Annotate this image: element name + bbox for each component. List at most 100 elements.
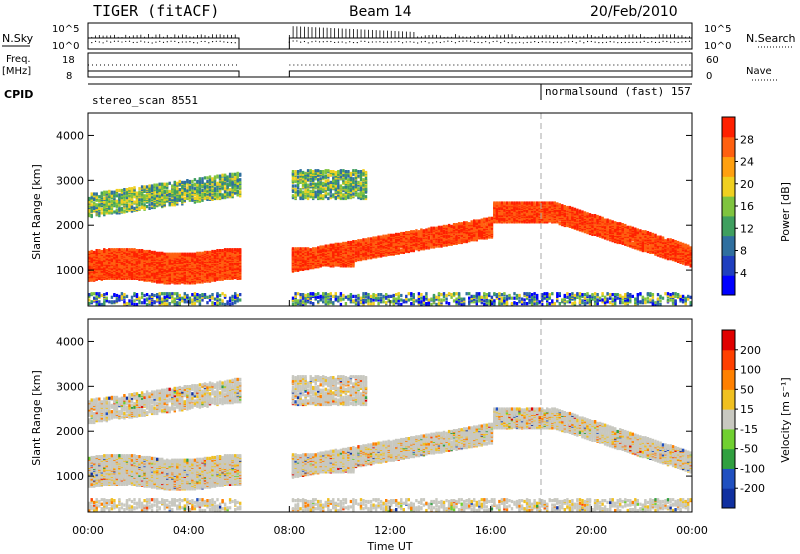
power-cell <box>188 300 192 304</box>
power-cell <box>188 194 192 198</box>
power-cell <box>168 189 171 193</box>
power-cell <box>337 170 340 174</box>
nsearch-dot <box>292 40 294 42</box>
power-cell <box>312 292 315 296</box>
power-cell <box>168 197 171 201</box>
power-cell <box>171 296 174 300</box>
nsearch-dot <box>428 42 430 44</box>
power-cell <box>90 262 93 266</box>
nsearch-dot <box>511 42 513 44</box>
power-cell <box>337 242 340 246</box>
power-cell <box>120 267 124 271</box>
power-cell <box>178 270 181 274</box>
power-cell <box>198 299 202 303</box>
nsearch-dot <box>311 41 313 43</box>
nsearch-dot <box>658 41 660 43</box>
nsearch-dot <box>140 40 142 42</box>
nsearch-dot <box>590 40 592 43</box>
power-cell <box>163 197 166 201</box>
power-cell <box>319 245 322 249</box>
power-cell <box>203 250 207 254</box>
power-cell <box>201 251 204 255</box>
power-cell <box>150 250 154 254</box>
power-cell <box>322 170 325 174</box>
power-cell <box>347 240 350 245</box>
power-cell <box>304 171 307 175</box>
power-cell <box>208 250 212 254</box>
nsearch-dot <box>227 41 229 43</box>
nsearch-dot <box>481 42 483 44</box>
power-cell <box>150 200 154 204</box>
power-cell <box>93 194 96 198</box>
nsearch-dot <box>662 40 664 42</box>
power-cell <box>138 197 141 201</box>
power-cell <box>118 208 121 212</box>
power-cell <box>95 209 98 213</box>
power-cell <box>128 187 131 191</box>
power-cell <box>128 248 131 252</box>
power-cell <box>103 190 106 194</box>
nsearch-dot <box>685 40 687 43</box>
power-cell <box>120 190 124 194</box>
power-cell <box>156 183 159 187</box>
power-cell <box>163 182 166 186</box>
nsearch-dot <box>534 41 536 43</box>
power-cell <box>193 302 197 306</box>
power-cell <box>191 192 194 196</box>
nsearch-dot <box>136 41 138 43</box>
power-cell <box>145 293 149 297</box>
power-cell <box>113 193 116 197</box>
power-cell <box>115 191 119 195</box>
power-cell <box>90 300 93 304</box>
power-cell <box>198 177 202 181</box>
power-cell <box>123 269 126 273</box>
power-cell <box>128 206 131 210</box>
power-cell <box>158 182 161 186</box>
power-cell <box>93 201 96 205</box>
power-cell <box>110 194 114 198</box>
power-cell <box>198 251 202 255</box>
power-cell <box>231 172 234 176</box>
nsearch-tick-bottom: 10^0 <box>704 41 731 52</box>
power-cell <box>176 194 179 198</box>
power-cell <box>342 297 345 301</box>
power-cell <box>183 300 186 304</box>
power-cell <box>296 247 300 251</box>
power-cell <box>374 293 378 298</box>
power-cell <box>186 179 189 183</box>
power-cell <box>138 203 141 207</box>
power-cell <box>306 247 310 251</box>
nsearch-dot <box>545 41 547 43</box>
power-cell <box>213 187 217 191</box>
nsearch-dot <box>636 41 638 43</box>
power-cell <box>145 191 149 195</box>
power-cell <box>90 203 93 207</box>
power-cell <box>140 263 144 267</box>
power-cell <box>236 248 239 252</box>
power-cell <box>211 249 214 254</box>
nsearch-dot <box>356 42 358 44</box>
power-cell <box>334 242 337 246</box>
nsearch-dot <box>488 42 491 44</box>
power-cell <box>140 202 144 206</box>
power-cell <box>347 294 350 298</box>
power-cell <box>100 293 103 298</box>
power-cell <box>178 297 181 301</box>
power-cell <box>223 248 227 252</box>
power-cell <box>123 200 126 204</box>
power-cell <box>161 199 164 203</box>
power-cell <box>181 198 184 202</box>
power-cell <box>228 248 232 252</box>
power-cell <box>150 202 154 206</box>
power-cell <box>95 255 98 259</box>
power-cell <box>188 182 192 186</box>
power-cell <box>110 300 114 304</box>
power-cell <box>186 272 189 276</box>
power-cell <box>201 293 204 297</box>
power-cell <box>367 293 370 297</box>
power-cell <box>234 248 237 252</box>
power-cell <box>226 248 229 252</box>
power-cell <box>158 197 161 201</box>
power-cell <box>120 294 124 298</box>
power-cell <box>178 260 181 264</box>
